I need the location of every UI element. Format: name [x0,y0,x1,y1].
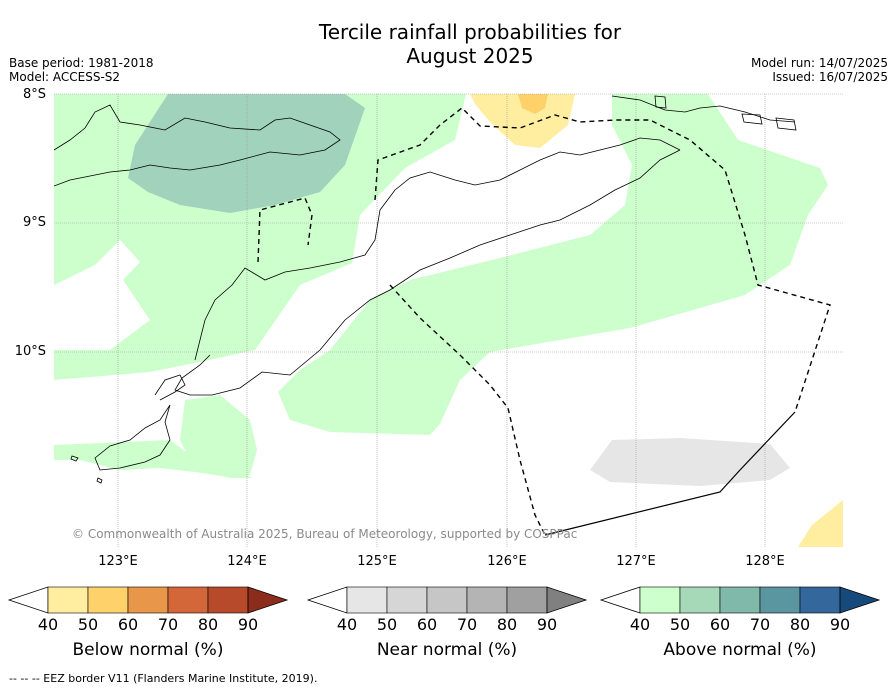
colorbar-tick-label: 70 [749,615,771,634]
flores-coast [54,104,341,187]
colorbar-segment [127,586,169,614]
copyright-notice: © Commonwealth of Australia 2025, Bureau… [72,527,578,541]
colorbar-tick-label: 40 [629,615,651,634]
colorbar-tick-label: 90 [829,615,851,634]
colorbar-max-extend [546,586,588,614]
graticule [54,93,843,547]
colorbar-segment [346,586,388,614]
colorbar-segment [207,586,249,614]
colorbar-max-extend [839,586,881,614]
colorbar-tick-label: 70 [456,615,478,634]
colorbar-segment [47,586,89,614]
colorbar-label-below: Below normal (%) [72,640,224,660]
lat-label-10s: 10°S [14,344,46,359]
lat-label-9s: 9°S [22,215,46,230]
left-metadata: Base period: 1981-2018 Model: ACCESS-S2 [9,56,154,84]
colorbar-min-extend [599,586,641,614]
above-normal-blob-south [180,395,257,478]
above-normal-region-east [278,94,828,435]
colorbar-below-normal [7,586,289,614]
colorbar-segment [386,586,428,614]
colorbar-segment [719,586,761,614]
model-run: Model run: 14/07/2025 [750,56,888,70]
eez-borders [257,107,831,536]
colorbar-min-extend [306,586,348,614]
probability-fields [54,94,843,547]
colorbar-min-extend [7,586,49,614]
colorbar-segment [639,586,681,614]
colorbar-tick-label: 60 [709,615,731,634]
colorbar-tick-label: 50 [376,615,398,634]
timor-coast-north [194,137,681,361]
colorbar-above-normal [599,586,881,614]
near-normal-region [590,438,790,486]
model-name: Model: ACCESS-S2 [9,70,121,84]
colorbar-tick-label: 90 [237,615,259,634]
colorbar-tick-label: 40 [336,615,358,634]
colorbar-tick-label: 80 [197,615,219,634]
colorbar-segment [426,586,468,614]
colorbar-segment [167,586,209,614]
colorbars [7,586,881,614]
colorbar-segment [466,586,508,614]
lat-label-8s: 8°S [22,87,46,102]
colorbar-tick-label: 60 [117,615,139,634]
lon-label-127e: 127°E [616,554,656,569]
map-title: Tercile rainfall probabilities for Augus… [0,20,896,68]
colorbar-tick-label: 40 [37,615,59,634]
below-normal-region [470,94,575,148]
timor-coast-south [174,149,681,396]
base-period: Base period: 1981-2018 [9,56,154,70]
small-islet-2 [96,477,103,484]
eez-border-west [257,197,313,263]
lon-label-123e: 123°E [98,554,138,569]
colorbar-label-above: Above normal (%) [663,640,817,660]
lon-label-125e: 125°E [357,554,397,569]
title-line-2: August 2025 [406,44,534,68]
colorbar-segment [679,586,721,614]
colorbar-tick-label: 80 [789,615,811,634]
lon-label-128e: 128°E [745,554,785,569]
below-normal-50-spot [518,94,548,114]
sawu-coast [94,404,171,471]
colorbar-segment [506,586,548,614]
small-islet [70,455,79,462]
alor-coast [611,95,796,123]
lon-label-124e: 124°E [227,554,267,569]
colorbar-near-normal [306,586,588,614]
wetar-coast [654,95,667,109]
eez-legend-note: -- -- -- EEZ border V11 (Flanders Marine… [9,672,318,685]
no-signal-patch [54,240,150,350]
eez-border-south [389,284,546,536]
eez-border-timor [374,107,831,413]
rote-coast [154,374,186,401]
colorbar-tick-label: 80 [496,615,518,634]
colorbar-segment [799,586,841,614]
below-normal-corner [798,500,843,547]
colorbar-tick-label: 90 [536,615,558,634]
colorbar-segment [759,586,801,614]
lon-label-126e: 126°E [487,554,527,569]
islet-east-2 [775,117,797,131]
colorbar-tick-label: 50 [77,615,99,634]
colorbar-tick-label: 70 [157,615,179,634]
eez-border-solid [544,411,796,536]
coastlines [54,95,797,484]
colorbar-segment [87,586,129,614]
right-metadata: Model run: 14/07/2025 Issued: 16/07/2025 [751,56,888,84]
islet-east [741,113,763,125]
issued-date: Issued: 16/07/2025 [772,70,888,84]
colorbar-max-extend [247,586,289,614]
colorbar-label-near: Near normal (%) [376,640,518,660]
title-line-1: Tercile rainfall probabilities for [318,20,622,44]
colorbar-tick-label: 60 [416,615,438,634]
colorbar-tick-label: 50 [669,615,691,634]
